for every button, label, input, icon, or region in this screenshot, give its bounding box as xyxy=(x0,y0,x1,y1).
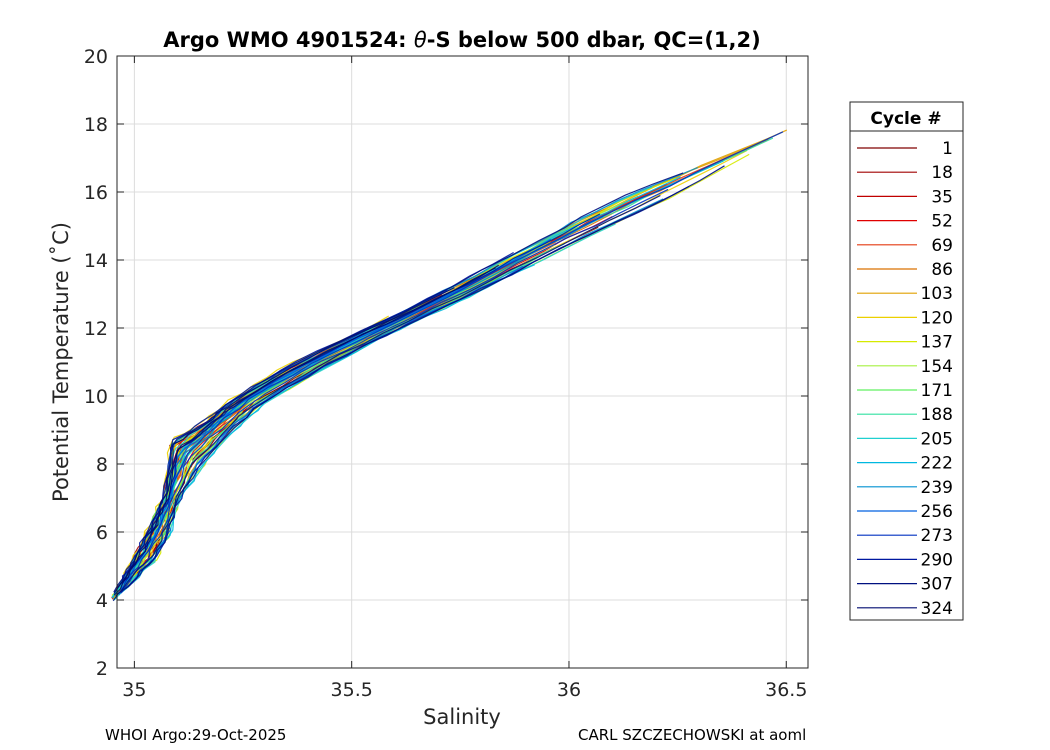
x-tick-label: 35 xyxy=(122,679,146,701)
x-axis-ticks: 35 35.5 36 36.5 xyxy=(122,56,807,701)
profile-line xyxy=(116,264,500,590)
profile-lines xyxy=(111,129,788,602)
legend-label: 137 xyxy=(921,333,953,353)
legend-label: 188 xyxy=(921,405,953,425)
x-axis-label: Salinity xyxy=(423,705,501,729)
legend-label: 205 xyxy=(921,429,953,449)
y-tick-label: 8 xyxy=(96,454,108,476)
plot-area xyxy=(117,56,808,668)
legend-label: 307 xyxy=(921,575,953,595)
legend-label: 290 xyxy=(921,550,953,570)
legend-label: 273 xyxy=(921,526,953,546)
profile-line xyxy=(113,287,455,594)
y-tick-label: 4 xyxy=(96,590,108,612)
x-tick-label: 36 xyxy=(557,679,581,701)
profile-line xyxy=(120,131,784,592)
profile-line xyxy=(113,172,684,593)
legend-label: 86 xyxy=(931,260,953,280)
profile-line xyxy=(112,165,725,602)
y-tick-label: 10 xyxy=(84,386,108,408)
y-axis-ticks: 2 4 6 8 10 12 14 16 18 20 xyxy=(84,46,808,680)
y-axis-label: Potential Temperature (˚C) xyxy=(49,222,73,502)
legend-label: 256 xyxy=(921,502,953,522)
legend-box xyxy=(849,101,964,621)
legend-label: 239 xyxy=(921,478,953,498)
chart-title: Argo WMO 4901524: θ-S below 500 dbar, QC… xyxy=(163,28,760,52)
legend-label: 222 xyxy=(921,454,953,474)
profile-line xyxy=(120,188,669,594)
legend-label: 120 xyxy=(921,308,953,328)
plot-frame xyxy=(116,55,809,669)
legend: Cycle # 1 18 35 52 69 86 103 120 137 154 171 188 205… xyxy=(849,101,964,621)
profile-line xyxy=(118,315,390,590)
legend-label: 154 xyxy=(921,357,953,377)
y-tick-label: 18 xyxy=(84,114,108,136)
legend-label: 171 xyxy=(921,381,953,401)
x-tick-label: 36.5 xyxy=(765,679,807,701)
legend-label: 324 xyxy=(921,599,953,619)
legend-label: 18 xyxy=(931,163,953,183)
y-tick-label: 2 xyxy=(96,658,108,680)
legend-items: 1 18 35 52 69 86 103 120 137 154 171 188 205 222 239 25… xyxy=(857,139,953,619)
y-tick-label: 16 xyxy=(84,182,108,204)
y-tick-label: 12 xyxy=(84,318,108,340)
legend-label: 1 xyxy=(942,139,953,159)
legend-label: 35 xyxy=(931,187,953,207)
legend-label: 103 xyxy=(921,284,953,304)
x-tick-label: 35.5 xyxy=(331,679,373,701)
footer-right: CARL SZCZECHOWSKI at aoml xyxy=(578,726,806,744)
legend-label: 52 xyxy=(931,212,953,232)
legend-title: Cycle # xyxy=(870,109,941,129)
y-tick-label: 6 xyxy=(96,522,108,544)
profile-line xyxy=(115,194,661,597)
y-tick-label: 14 xyxy=(84,250,108,272)
footer-left: WHOI Argo:29-Oct-2025 xyxy=(105,726,286,744)
y-tick-label: 20 xyxy=(84,46,108,68)
legend-label: 69 xyxy=(931,236,953,256)
